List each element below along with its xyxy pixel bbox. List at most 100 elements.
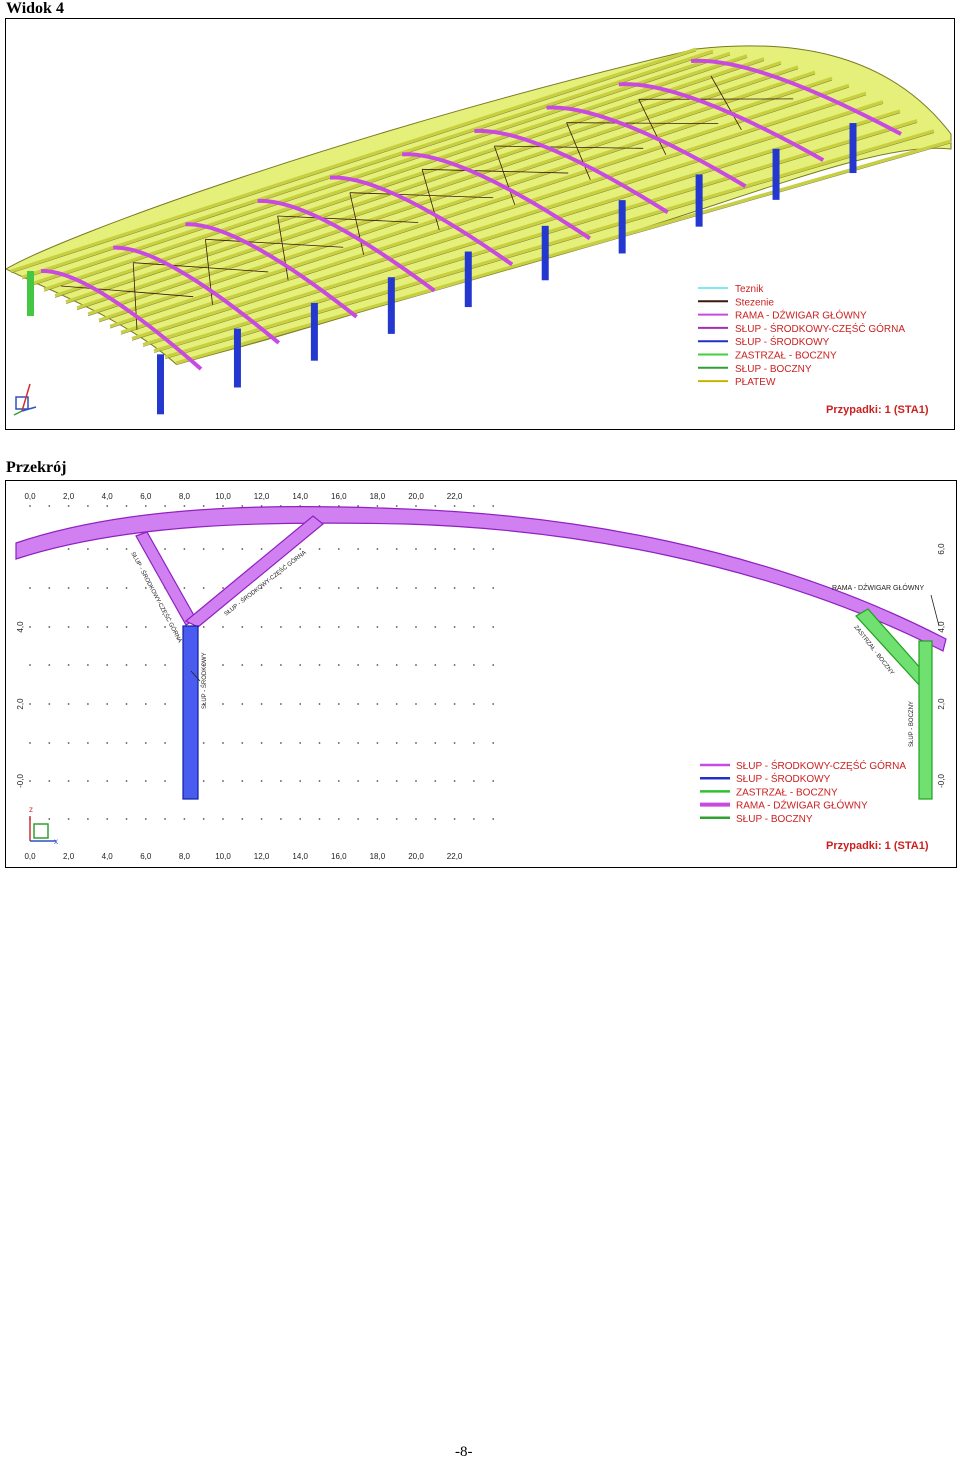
grid-dot — [415, 548, 417, 550]
grid-dot — [222, 587, 224, 589]
label-center-column: SŁUP - ŚRODKOWY — [200, 652, 208, 709]
legend-label: ZASTRZAŁ - BOCZNY — [735, 351, 837, 362]
grid-dot — [125, 664, 128, 666]
x-tick-label: 2,0 — [63, 492, 75, 501]
grid-dot — [337, 703, 340, 705]
x-tick-label: 10,0 — [215, 852, 231, 861]
bracing-line — [421, 169, 440, 230]
axis-gizmo-section: z x — [29, 805, 58, 846]
grid-dot — [434, 548, 437, 550]
grid-dot — [376, 742, 379, 744]
grid-dot — [125, 505, 128, 507]
grid-dot — [164, 505, 167, 507]
grid-dot — [376, 703, 379, 705]
center-column-3d — [695, 174, 703, 227]
grid-dot — [241, 505, 244, 507]
grid-dot — [67, 818, 70, 820]
center-column-3d — [310, 302, 318, 361]
grid-dot — [125, 703, 128, 705]
purlin — [10, 47, 697, 273]
grid-dot — [492, 818, 495, 820]
grid-dot — [299, 818, 302, 820]
grid-dot — [473, 548, 475, 550]
y-tick-label: 4,0 — [937, 621, 946, 633]
x-tick-label: 10,0 — [215, 492, 231, 501]
grid-dot — [241, 780, 244, 782]
grid-dot — [87, 626, 89, 628]
grid-dot — [29, 742, 31, 744]
legend-label: SŁUP - BOCZNY — [735, 364, 812, 375]
grid-dot — [260, 742, 263, 744]
x-tick-label: 14,0 — [292, 492, 308, 501]
grid-dot — [87, 780, 89, 782]
grid-dot — [144, 664, 147, 666]
grid-dot — [415, 587, 417, 589]
grid-dot — [337, 548, 340, 550]
x-tick-label: 8,0 — [179, 492, 191, 501]
purlin-edge — [164, 132, 935, 360]
grid-dot — [376, 505, 379, 507]
purlin — [153, 119, 918, 353]
y-tick-label: 4,0 — [16, 621, 25, 633]
grid-dot — [492, 587, 495, 589]
section-title: Przekrój — [6, 459, 67, 476]
grid-dot — [492, 703, 495, 705]
grid-dot — [280, 742, 282, 744]
arch-frame — [618, 82, 825, 162]
grid-dot — [241, 548, 244, 550]
x-tick-label: 16,0 — [331, 492, 347, 501]
center-column-3d — [849, 123, 857, 174]
center-column-3d — [157, 354, 164, 415]
grid-dot — [241, 818, 244, 820]
grid-dot — [453, 587, 456, 589]
grid-dot — [106, 664, 109, 666]
grid-dot — [376, 548, 379, 550]
grid-dot — [29, 626, 31, 628]
grid-dot — [299, 664, 302, 666]
grid-dot — [434, 818, 437, 820]
grid-dot — [106, 742, 109, 744]
grid-dot — [48, 626, 51, 628]
grid-dot — [395, 742, 398, 744]
side-column-3d — [27, 271, 34, 316]
grid-dot — [376, 818, 379, 820]
center-column-3d — [464, 251, 472, 308]
grid-dot — [260, 703, 263, 705]
purlin — [98, 76, 833, 322]
arch-frame — [690, 58, 902, 136]
purlin — [32, 51, 731, 285]
x-tick-label: 6,0 — [140, 852, 152, 861]
grid-dot — [144, 703, 147, 705]
grid-dot — [318, 780, 321, 782]
columns — [157, 123, 857, 415]
grid-dot — [29, 505, 31, 507]
section-drawing: 0,0 2,0 4,0 6,0 8,0 10,0 12,0 14,0 16,0 18,0 20,0 2… — [15, 492, 947, 861]
grid-dot — [48, 664, 51, 666]
section-panel: 0,0 2,0 4,0 6,0 8,0 10,0 12,0 14,0 16,0 18,0 20,0 2… — [5, 480, 957, 868]
grid-dot — [260, 548, 263, 550]
grid-dot — [222, 742, 224, 744]
grid-dot — [337, 780, 340, 782]
grid-dot — [299, 626, 302, 628]
legend-label: RAMA - DŹWIGAR GŁÓWNY — [736, 799, 868, 812]
grid-dot — [48, 587, 51, 589]
grid-dot — [183, 818, 186, 820]
grid-dot — [492, 664, 495, 666]
grid-dot — [106, 587, 109, 589]
grid-dot — [144, 587, 147, 589]
grid-dot — [415, 626, 417, 628]
legend-label: ZASTRZAŁ - BOCZNY — [736, 787, 838, 798]
grid-dot — [164, 742, 167, 744]
grid-dot — [222, 703, 224, 705]
grid-dot — [395, 703, 398, 705]
view-3d-panel: Teznik Stezenie RAMA - DŹWIGAR GŁÓWNY SŁUP … — [5, 18, 955, 430]
grid-dot — [87, 505, 89, 507]
purlin-edge — [131, 103, 884, 341]
grid-dot — [453, 626, 456, 628]
grid-dot — [299, 780, 302, 782]
bracing-line — [349, 192, 494, 199]
grid-dot — [318, 703, 321, 705]
grid-dot — [202, 505, 205, 507]
